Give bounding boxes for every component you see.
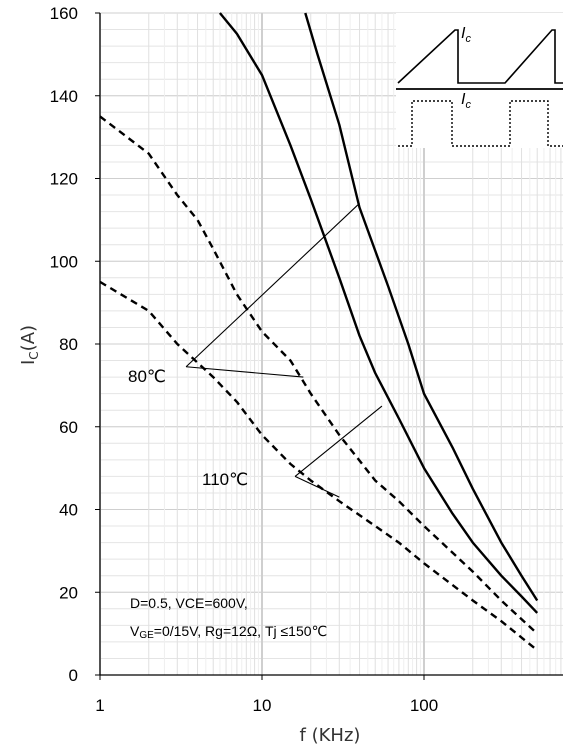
y-tick-label: 140 — [50, 87, 78, 106]
x-axis-title: f (KHz) — [300, 725, 361, 746]
y-tick-label: 0 — [69, 666, 78, 685]
inset-background — [396, 13, 563, 148]
axes: 0 20 40 60 80 100 120 140 160 1 10 100 — [50, 4, 563, 715]
leader-80c-to-solid — [185, 202, 360, 368]
x-tick-label: 100 — [410, 696, 438, 715]
y-tick-label: 80 — [59, 335, 78, 354]
y-tick-label: 160 — [50, 4, 78, 23]
x-tick-label: 1 — [95, 696, 104, 715]
series-line-solid-sawtooth — [304, 12, 539, 602]
leader-80c-to-dashed — [186, 366, 304, 378]
x-tick-label: 10 — [253, 696, 272, 715]
y-tick-label: 60 — [59, 418, 78, 437]
annotations — [185, 202, 383, 498]
series-line-dashed-square — [99, 280, 538, 652]
label-80c: 80℃ — [128, 367, 166, 386]
inset-label-square: Ic — [461, 91, 471, 111]
conditions-line-2: VGE=0/15V, Rg=12Ω, Tj ≤150℃ — [130, 623, 327, 641]
waveform-inset — [396, 13, 563, 148]
series-line-solid-square — [218, 12, 539, 614]
leader-110c-to-solid — [294, 405, 383, 477]
y-tick-label: 100 — [50, 252, 78, 271]
inset-sawtooth-wave — [397, 29, 563, 84]
conditions-line-1: D=0.5, VCE=600V, — [130, 595, 248, 611]
inset-square-wave — [398, 100, 563, 147]
y-tick-label: 20 — [59, 583, 78, 602]
y-tick-label: 40 — [59, 501, 78, 520]
y-tick-label: 120 — [50, 170, 78, 189]
inset-label-sawtooth: Ic — [461, 25, 471, 45]
leader-110c-to-dashed — [294, 475, 340, 498]
label-110c: 110℃ — [202, 470, 248, 489]
series-group — [99, 12, 539, 652]
y-axis-title: IC(A) — [18, 325, 41, 365]
